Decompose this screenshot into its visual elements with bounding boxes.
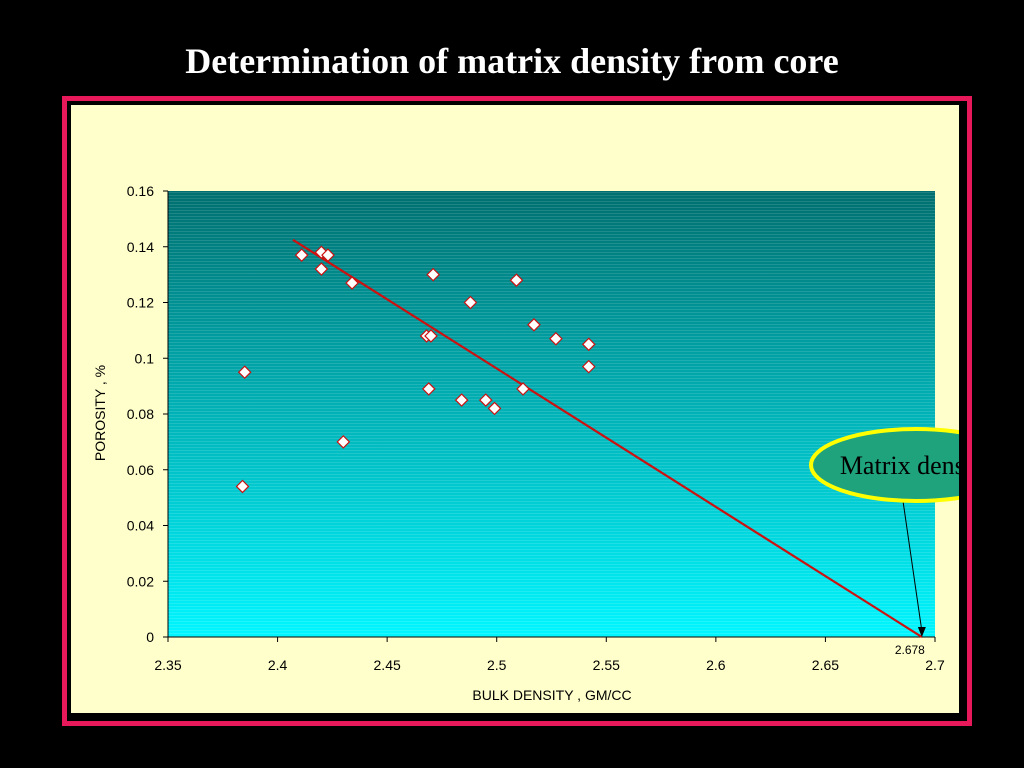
data-point <box>314 262 329 276</box>
annotation-label: Matrix density <box>840 451 959 480</box>
data-point <box>487 401 502 416</box>
x-tick-label: 2.55 <box>593 657 620 673</box>
annotation-callout <box>809 427 959 503</box>
data-point <box>235 479 250 494</box>
data-point <box>336 435 351 449</box>
data-point <box>516 382 530 396</box>
chart-frame: 2.35 2.4 2.45 2.5 2.55 2.6 2.65 2.7 0 0.02 0.04 0.0… <box>62 96 972 726</box>
y-tick-label: 0.04 <box>127 518 154 534</box>
scatter-chart: 2.35 2.4 2.45 2.5 2.55 2.6 2.65 2.7 0 0.02 0.04 0.0… <box>92 183 959 703</box>
data-point <box>321 248 335 262</box>
y-tick-label: 0.06 <box>127 462 154 478</box>
x-tick-label: 2.7 <box>925 657 945 673</box>
x-tick-label: 2.65 <box>812 657 839 673</box>
y-tick-label: 0.02 <box>127 573 154 589</box>
data-point <box>463 295 478 310</box>
x-axis-title: BULK DENSITY , GM/CC <box>472 687 631 703</box>
data-point <box>581 337 596 352</box>
annotation-leader-line <box>902 500 923 632</box>
data-point <box>345 276 359 290</box>
data-point <box>294 248 309 262</box>
data-point <box>454 393 469 407</box>
data-point <box>426 267 441 282</box>
x-tick-label: 2.5 <box>487 657 507 673</box>
y-tick-label: 0 <box>146 629 154 645</box>
chart-panel: 2.35 2.4 2.45 2.5 2.55 2.6 2.65 2.7 0 0.02 0.04 0.0… <box>71 105 959 713</box>
x-tick-label: 2.4 <box>268 657 288 673</box>
y-tick-label: 0.16 <box>127 183 154 199</box>
y-tick-label: 0.14 <box>127 239 154 255</box>
trendline <box>292 238 923 638</box>
data-point <box>478 393 493 407</box>
y-tick-label: 0.12 <box>127 295 154 311</box>
y-tick-label: 0.1 <box>135 350 155 366</box>
slide-title: Determination of matrix density from cor… <box>185 41 839 81</box>
data-point <box>549 331 563 346</box>
x-tick-label: 2.45 <box>374 657 401 673</box>
plot-texture <box>168 191 935 637</box>
annotation-arrowhead <box>917 627 926 637</box>
y-tick-label: 0.08 <box>127 406 154 422</box>
data-point <box>509 273 524 288</box>
data-point <box>424 329 438 343</box>
matrix-density-value: 2.678 <box>895 643 925 657</box>
x-tick-label: 2.6 <box>706 657 726 673</box>
data-point <box>421 382 436 396</box>
data-point <box>581 359 596 374</box>
data-point <box>527 317 541 332</box>
data-point <box>237 365 252 380</box>
x-tick-label: 2.35 <box>154 657 181 673</box>
y-axis-title: POROSITY , % <box>92 365 108 461</box>
